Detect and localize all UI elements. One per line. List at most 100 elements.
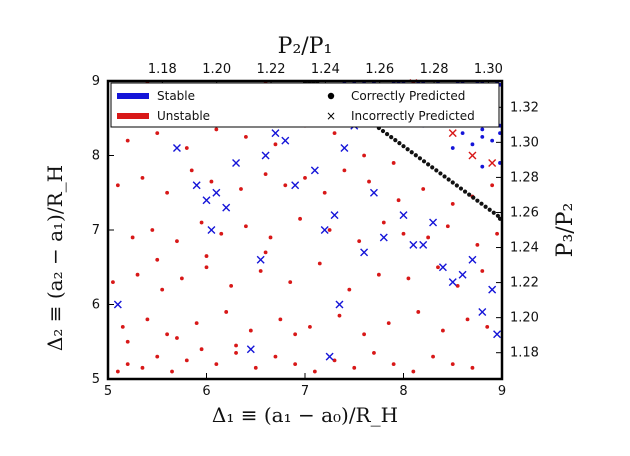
boundary-point: [397, 141, 402, 146]
data-point: [244, 224, 248, 229]
data-point: [376, 272, 381, 277]
data-point: [450, 202, 455, 206]
data-point: [175, 336, 179, 340]
data-point: [416, 310, 421, 314]
data-point: [150, 228, 155, 232]
data-point: [490, 138, 495, 143]
data-point: [214, 127, 219, 132]
data-point: [362, 153, 366, 158]
data-point: [401, 231, 406, 236]
data-point: [189, 168, 194, 173]
incorrect-point: [340, 144, 349, 153]
y-tick-label: 9: [92, 74, 100, 89]
boundary-point: [389, 135, 394, 140]
incorrect-point-stroke: [360, 248, 369, 257]
incorrect-point-stroke: [448, 129, 457, 138]
data-point: [421, 187, 426, 191]
legend-stable-label: Stable: [157, 89, 195, 103]
y-tick-label: 8: [92, 149, 100, 164]
legend-unstable-label: Unstable: [157, 109, 210, 123]
x-tick-label: 6: [202, 384, 210, 399]
axis-ticks: 5 6 7 8 9 5 6 7 8 9 1.18 1.20 1.22 1.24 1.26 1.28 1.30 1.…: [92, 62, 539, 399]
data-point: [293, 332, 298, 337]
data-point: [239, 187, 243, 191]
data-point: [273, 354, 278, 359]
incorrect-point: [261, 151, 270, 160]
incorrect-point: [246, 345, 255, 354]
right-tick-label: 1.26: [510, 205, 539, 220]
data-point: [485, 324, 490, 329]
y-tick-label: 5: [92, 372, 100, 387]
data-point: [165, 190, 170, 195]
boundary-point: [413, 153, 418, 158]
legend-correct-marker: [327, 92, 335, 100]
incorrect-point-stroke: [192, 181, 201, 190]
boundary-point: [384, 131, 390, 137]
data-point: [288, 280, 293, 285]
boundary-point: [491, 210, 496, 215]
data-point: [317, 261, 322, 266]
data-point: [115, 369, 120, 374]
data-point: [258, 269, 263, 273]
boundary-point: [471, 195, 476, 200]
incorrect-point-stroke: [207, 226, 216, 234]
x-axis-title: Δ₁ ≡ (a₁ − a₀)/R_H: [212, 403, 398, 427]
right-tick-label: 1.18: [510, 346, 539, 361]
incorrect-point-stroke: [212, 188, 221, 197]
boundary-point: [409, 150, 414, 155]
data-point: [391, 161, 396, 165]
incorrect-point: [488, 285, 497, 294]
boundary-point: [401, 144, 406, 149]
incorrect-point: [291, 181, 300, 190]
data-point: [184, 358, 189, 363]
data-point: [490, 183, 495, 188]
data-point: [308, 324, 312, 329]
right-tick-label: 1.22: [510, 276, 539, 291]
data-point: [268, 235, 273, 240]
data-point: [475, 243, 480, 247]
incorrect-point: [281, 136, 290, 145]
data-point: [362, 332, 366, 337]
data-point: [298, 216, 302, 221]
boundary-point: [446, 177, 451, 182]
incorrect-point: [419, 240, 428, 249]
incorrect-point-stroke: [232, 158, 241, 167]
data-point: [303, 175, 307, 180]
data-point: [244, 134, 248, 139]
incorrect-point-stroke: [172, 144, 181, 153]
boundary-point: [380, 128, 386, 134]
incorrect-point-stroke: [448, 278, 457, 287]
boundary-point: [495, 213, 500, 218]
data-point: [155, 131, 160, 136]
data-point: [160, 287, 165, 292]
x-tick-label: 5: [104, 384, 112, 399]
data-point: [312, 369, 317, 374]
right-tick-label: 1.32: [510, 100, 539, 115]
incorrect-point-stroke: [246, 345, 255, 354]
boundary-point: [430, 165, 435, 170]
incorrect-point-stroke: [409, 240, 418, 249]
data-point: [332, 131, 337, 136]
data-point: [278, 317, 283, 322]
incorrect-point-stroke: [438, 263, 447, 272]
data-point: [347, 287, 352, 292]
data-point: [125, 138, 130, 143]
boundary-point: [462, 189, 468, 194]
data-point: [396, 198, 401, 203]
incorrect-point: [271, 129, 280, 138]
data-point: [495, 231, 499, 236]
data-point: [125, 362, 130, 366]
incorrect-point-stroke: [369, 188, 378, 197]
incorrect-point: [212, 188, 221, 197]
boundary-point: [438, 171, 443, 176]
incorrect-point: [330, 211, 339, 220]
boundary-point: [450, 180, 455, 185]
incorrect-point: [256, 255, 265, 264]
data-point: [406, 276, 411, 281]
top-tick-label: 1.26: [365, 62, 394, 77]
legend: Stable Unstable Correctly Predicted × In…: [110, 82, 500, 128]
incorrect-point-stroke: [468, 255, 477, 264]
data-point: [441, 328, 445, 333]
incorrect-point-stroke: [488, 158, 497, 167]
incorrect-point: [468, 255, 477, 264]
